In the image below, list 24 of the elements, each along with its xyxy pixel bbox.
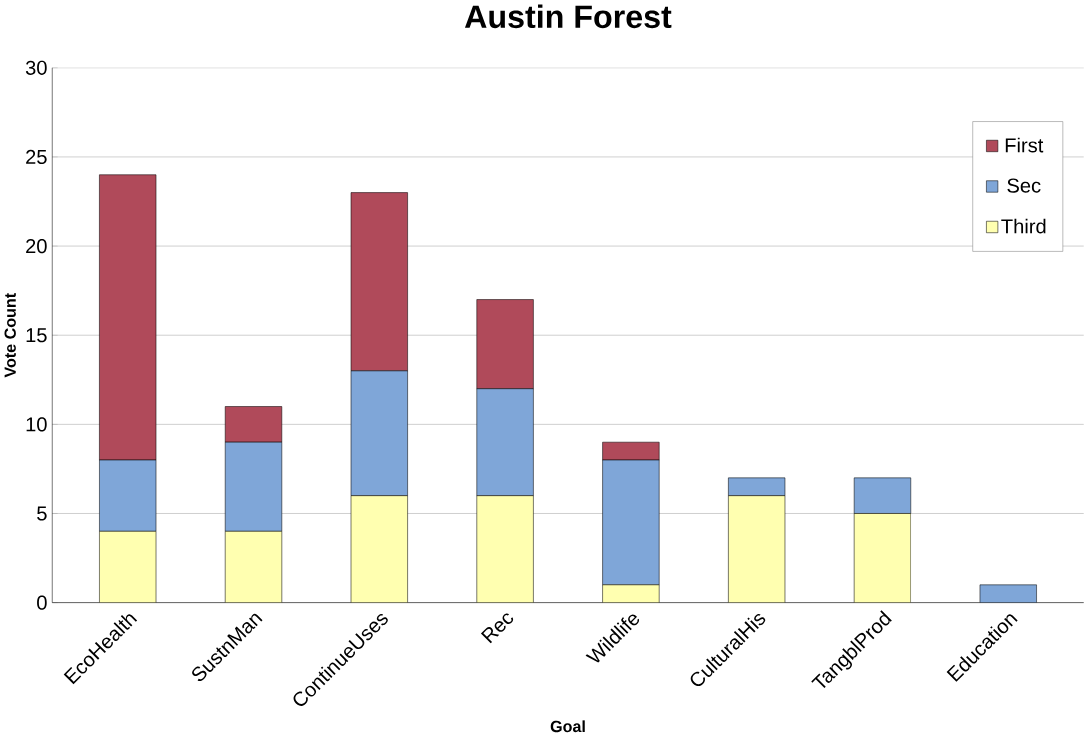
x-tick-label: Rec <box>480 613 514 644</box>
y-tick-label: 10 <box>26 417 47 432</box>
y-tick-label: 0 <box>37 595 47 610</box>
bar <box>979 584 1037 603</box>
y-tick-label: 5 <box>37 506 47 521</box>
bar <box>224 442 283 532</box>
bar <box>853 477 912 514</box>
bar <box>602 442 660 461</box>
x-axis-title: Goal <box>550 720 585 733</box>
y-tick-label: 30 <box>25 60 47 76</box>
bar <box>99 459 157 532</box>
bar <box>476 388 534 497</box>
bar <box>224 406 283 443</box>
legend-label: First <box>1005 137 1044 153</box>
y-tick-label: 25 <box>26 149 47 165</box>
legend-label: Third <box>1001 218 1046 234</box>
y-tick-label: 20 <box>26 239 47 254</box>
bar <box>350 370 408 497</box>
legend-label: Sec <box>1007 178 1041 193</box>
bar <box>728 477 786 497</box>
chart-title: Austin Forest <box>464 4 672 29</box>
y-tick-label: 15 <box>26 328 47 343</box>
bar <box>602 459 660 586</box>
y-axis-title: Vote Count <box>4 293 16 378</box>
